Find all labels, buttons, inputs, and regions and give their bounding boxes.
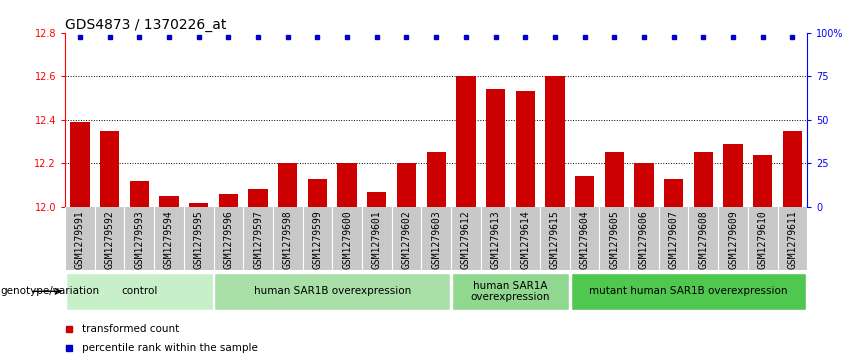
Text: GSM1279608: GSM1279608 bbox=[699, 210, 708, 269]
Text: GSM1279599: GSM1279599 bbox=[312, 210, 322, 269]
FancyBboxPatch shape bbox=[452, 273, 569, 310]
Bar bbox=[219, 194, 238, 207]
Text: GSM1279607: GSM1279607 bbox=[668, 210, 679, 269]
Text: GSM1279593: GSM1279593 bbox=[135, 210, 144, 269]
Text: GSM1279600: GSM1279600 bbox=[342, 210, 352, 269]
Bar bbox=[753, 155, 773, 207]
Text: mutant human SAR1B overexpression: mutant human SAR1B overexpression bbox=[589, 286, 788, 296]
Text: GSM1279604: GSM1279604 bbox=[580, 210, 589, 269]
Bar bbox=[545, 76, 564, 207]
Bar bbox=[100, 131, 119, 207]
Bar bbox=[308, 179, 327, 207]
Text: GSM1279591: GSM1279591 bbox=[75, 210, 85, 269]
Text: human SAR1A
overexpression: human SAR1A overexpression bbox=[470, 281, 550, 302]
Bar bbox=[278, 163, 298, 207]
Text: GSM1279601: GSM1279601 bbox=[372, 210, 382, 269]
Text: control: control bbox=[122, 286, 157, 296]
Text: GSM1279610: GSM1279610 bbox=[758, 210, 767, 269]
Text: GSM1279594: GSM1279594 bbox=[164, 210, 174, 269]
Bar bbox=[635, 163, 654, 207]
Bar bbox=[189, 203, 208, 207]
FancyBboxPatch shape bbox=[214, 273, 450, 310]
Bar bbox=[783, 131, 802, 207]
Bar bbox=[70, 122, 89, 207]
Text: GSM1279598: GSM1279598 bbox=[283, 210, 293, 269]
Text: human SAR1B overexpression: human SAR1B overexpression bbox=[253, 286, 411, 296]
Bar bbox=[516, 91, 535, 207]
Bar bbox=[160, 196, 179, 207]
Text: GSM1279613: GSM1279613 bbox=[490, 210, 501, 269]
Bar bbox=[129, 181, 149, 207]
Text: GDS4873 / 1370226_at: GDS4873 / 1370226_at bbox=[65, 18, 227, 32]
Bar bbox=[575, 176, 595, 207]
Text: GSM1279605: GSM1279605 bbox=[609, 210, 619, 269]
Text: GSM1279615: GSM1279615 bbox=[550, 210, 560, 269]
Text: GSM1279596: GSM1279596 bbox=[223, 210, 233, 269]
Text: GSM1279602: GSM1279602 bbox=[402, 210, 411, 269]
Text: GSM1279609: GSM1279609 bbox=[728, 210, 738, 269]
Bar bbox=[486, 89, 505, 207]
Text: percentile rank within the sample: percentile rank within the sample bbox=[82, 343, 259, 354]
Bar bbox=[367, 192, 386, 207]
FancyBboxPatch shape bbox=[66, 273, 213, 310]
Text: GSM1279611: GSM1279611 bbox=[787, 210, 798, 269]
Bar bbox=[605, 152, 624, 207]
Text: GSM1279614: GSM1279614 bbox=[520, 210, 530, 269]
FancyBboxPatch shape bbox=[570, 273, 806, 310]
Bar bbox=[664, 179, 683, 207]
Text: GSM1279603: GSM1279603 bbox=[431, 210, 441, 269]
Bar bbox=[457, 76, 476, 207]
Bar bbox=[338, 163, 357, 207]
Text: GSM1279592: GSM1279592 bbox=[105, 210, 115, 269]
Text: GSM1279595: GSM1279595 bbox=[194, 210, 204, 269]
Bar bbox=[397, 163, 416, 207]
Text: genotype/variation: genotype/variation bbox=[1, 286, 100, 296]
Text: transformed count: transformed count bbox=[82, 324, 180, 334]
Text: GSM1279606: GSM1279606 bbox=[639, 210, 649, 269]
Bar bbox=[694, 152, 713, 207]
Bar bbox=[426, 152, 446, 207]
Bar bbox=[248, 189, 267, 207]
Text: GSM1279597: GSM1279597 bbox=[253, 210, 263, 269]
Text: GSM1279612: GSM1279612 bbox=[461, 210, 470, 269]
Bar bbox=[723, 144, 743, 207]
